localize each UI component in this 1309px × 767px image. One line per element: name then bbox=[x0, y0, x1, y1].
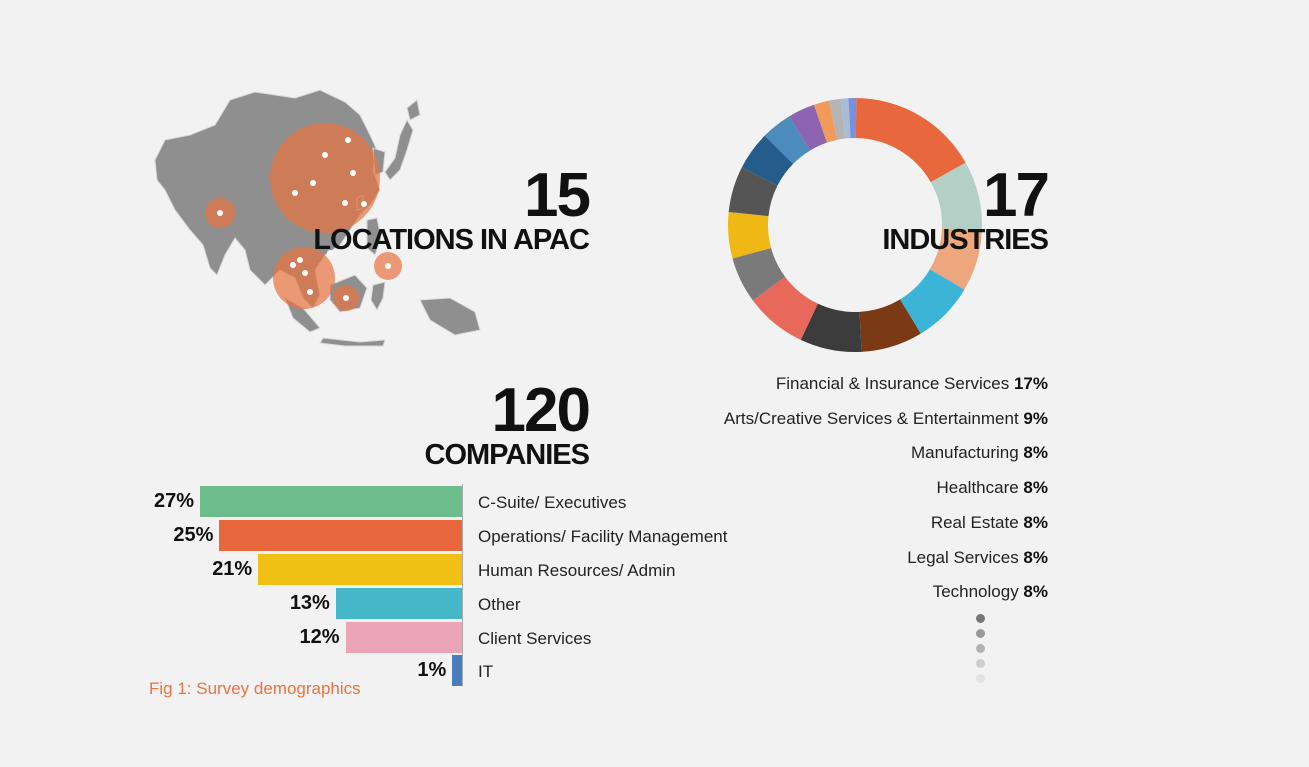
donut-slice bbox=[732, 247, 786, 301]
industry-percent: 8% bbox=[1023, 547, 1048, 567]
more-dot bbox=[976, 629, 985, 638]
industries-donut-chart bbox=[728, 98, 982, 352]
industry-legend-row: Real Estate 8% bbox=[931, 513, 1048, 533]
figure-caption: Fig 1: Survey demographics bbox=[149, 679, 361, 698]
donut-slice bbox=[848, 98, 857, 139]
donut-slice bbox=[741, 135, 794, 186]
industry-percent: 8% bbox=[1023, 478, 1048, 498]
map-sulawesi bbox=[370, 281, 386, 312]
more-dot bbox=[976, 614, 985, 623]
bubble-china bbox=[270, 123, 380, 233]
industry-percent: 8% bbox=[1023, 582, 1048, 602]
bubble-sea bbox=[273, 247, 335, 309]
companies-label: COMPANIES bbox=[424, 439, 590, 471]
industry-name: Financial & Insurance Services bbox=[775, 374, 1014, 393]
industry-legend-row: Manufacturing 8% bbox=[911, 443, 1048, 463]
industry-legend-row: Healthcare 8% bbox=[936, 478, 1048, 498]
industry-name: Technology bbox=[932, 582, 1024, 602]
industry-name: Legal Services bbox=[907, 547, 1024, 567]
bar bbox=[452, 655, 462, 686]
industry-legend-row: Financial & Insurance Services 17% bbox=[776, 374, 1048, 394]
bar-value-label: 13% bbox=[289, 592, 330, 614]
donut-slice bbox=[728, 212, 772, 259]
industry-legend-row: Technology 8% bbox=[933, 582, 1048, 602]
industry-name: Healthcare bbox=[936, 478, 1024, 498]
industry-name: Arts/Creative Services & Entertainment bbox=[723, 408, 1024, 428]
apac-map bbox=[154, 89, 481, 347]
bar bbox=[335, 588, 462, 619]
donut-slice bbox=[829, 98, 846, 140]
industry-legend-row: Legal Services 8% bbox=[907, 548, 1048, 568]
bar-value-label: 12% bbox=[299, 626, 340, 648]
industries-number: 17 bbox=[983, 161, 1050, 230]
donut-slice bbox=[789, 104, 827, 151]
more-dot bbox=[976, 659, 985, 668]
bar bbox=[345, 622, 462, 653]
more-dot bbox=[976, 674, 985, 683]
bar-value-label: 21% bbox=[212, 558, 253, 580]
companies-number: 120 bbox=[491, 376, 591, 445]
more-dot bbox=[976, 644, 985, 653]
donut-slice bbox=[764, 116, 810, 164]
location-dots bbox=[217, 137, 391, 301]
bar-axis-line bbox=[462, 484, 463, 686]
donut-slice bbox=[929, 228, 982, 290]
bar-value-label: 25% bbox=[173, 524, 214, 546]
bar-category-label: Operations/ Facility Management bbox=[478, 527, 728, 546]
bar bbox=[200, 486, 462, 517]
map-philippines bbox=[366, 217, 382, 256]
donut-slice bbox=[752, 276, 818, 340]
industry-name: Manufacturing bbox=[910, 443, 1024, 463]
donut-slice bbox=[728, 167, 778, 217]
map-java bbox=[319, 337, 386, 347]
locations-label: LOCATIONS IN APAC bbox=[313, 224, 590, 256]
industry-percent: 9% bbox=[1023, 408, 1048, 428]
industry-percent: 17% bbox=[1013, 374, 1048, 393]
bar-value-label: 1% bbox=[417, 659, 447, 681]
locations-number: 15 bbox=[524, 161, 591, 230]
donut-slice bbox=[840, 98, 851, 139]
industry-name: Real Estate bbox=[930, 512, 1024, 532]
map-japan bbox=[384, 118, 414, 181]
donut-slice bbox=[855, 98, 966, 183]
donut-slice bbox=[930, 162, 982, 231]
donut-slice bbox=[813, 100, 838, 143]
bar-category-label: Human Resources/ Admin bbox=[478, 561, 676, 580]
donut-slice bbox=[900, 269, 965, 334]
bar bbox=[219, 520, 462, 551]
industries-label: INDUSTRIES bbox=[882, 224, 1049, 256]
industry-legend-row: Arts/Creative Services & Entertainment 9… bbox=[724, 409, 1048, 429]
industry-percent: 8% bbox=[1023, 443, 1048, 463]
donut-slice bbox=[859, 299, 921, 352]
bar-value-label: 27% bbox=[153, 490, 194, 512]
bar bbox=[258, 554, 462, 585]
bar-category-label: Other bbox=[478, 595, 521, 614]
map-japan-north bbox=[406, 99, 421, 121]
map-new-guinea bbox=[419, 297, 481, 336]
location-bubbles bbox=[205, 123, 402, 311]
bar-category-label: C-Suite/ Executives bbox=[478, 493, 627, 512]
industry-percent: 8% bbox=[1023, 512, 1048, 532]
donut-slice bbox=[800, 303, 862, 352]
bar-category-label: IT bbox=[478, 662, 494, 681]
bar-category-label: Client Services bbox=[478, 629, 592, 648]
